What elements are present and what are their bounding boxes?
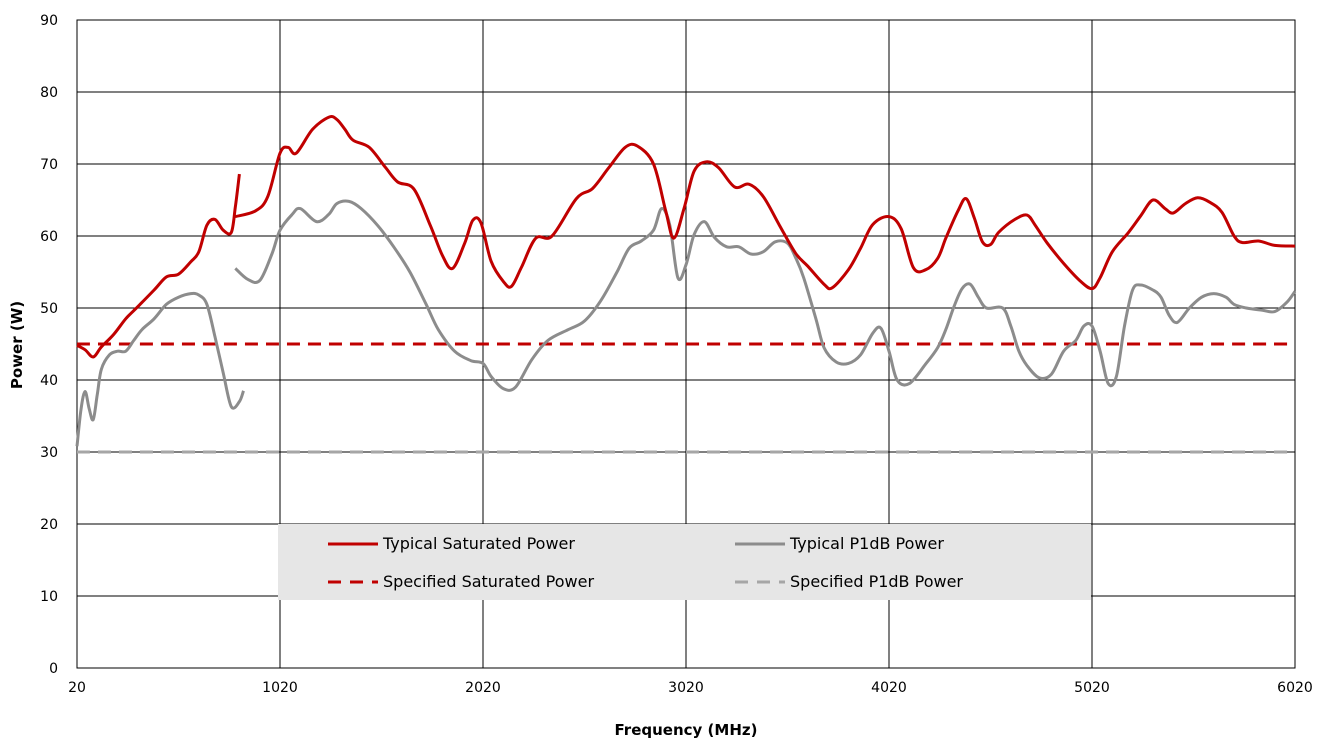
y-tick-label: 90 <box>40 13 58 29</box>
y-tick-label: 60 <box>40 229 58 245</box>
series-line-typical-saturated-power-segment-1 <box>76 173 241 359</box>
x-axis-ticks: 20 1020 2020 3020 4020 5020 6020 <box>68 680 1313 696</box>
y-axis-ticks: 0 10 20 30 40 50 60 70 80 90 <box>40 13 58 677</box>
y-tick-label: 50 <box>40 301 58 317</box>
y-tick-label: 0 <box>49 661 58 677</box>
legend-label-specified-saturated-power: Specified Saturated Power <box>383 572 594 591</box>
legend: Typical Saturated Power Typical P1dB Powe… <box>278 524 1091 600</box>
legend-label-specified-p1db-power: Specified P1dB Power <box>790 572 963 591</box>
y-tick-label: 80 <box>40 85 58 101</box>
x-tick-label: 4020 <box>871 680 907 696</box>
x-tick-label: 20 <box>68 680 86 696</box>
x-tick-label: 6020 <box>1277 680 1313 696</box>
legend-box <box>278 524 1091 600</box>
legend-label-typical-p1db-power: Typical P1dB Power <box>789 534 944 553</box>
x-tick-label: 5020 <box>1074 680 1110 696</box>
y-axis-title: Power (W) <box>8 301 26 389</box>
series-line-typical-p1db-power-segment-2 <box>234 199 1297 392</box>
x-axis-title: Frequency (MHz) <box>615 721 758 739</box>
series-line-typical-saturated-power-segment-2 <box>234 115 1296 291</box>
x-tick-label: 2020 <box>465 680 501 696</box>
series-line-typical-p1db-power-segment-1 <box>75 291 245 447</box>
y-tick-label: 40 <box>40 373 58 389</box>
x-tick-label: 3020 <box>668 680 704 696</box>
y-tick-label: 30 <box>40 445 58 461</box>
y-tick-label: 10 <box>40 589 58 605</box>
series-lines <box>75 115 1297 454</box>
legend-label-typical-saturated-power: Typical Saturated Power <box>382 534 575 553</box>
y-tick-label: 20 <box>40 517 58 533</box>
x-tick-label: 1020 <box>262 680 298 696</box>
y-tick-label: 70 <box>40 157 58 173</box>
